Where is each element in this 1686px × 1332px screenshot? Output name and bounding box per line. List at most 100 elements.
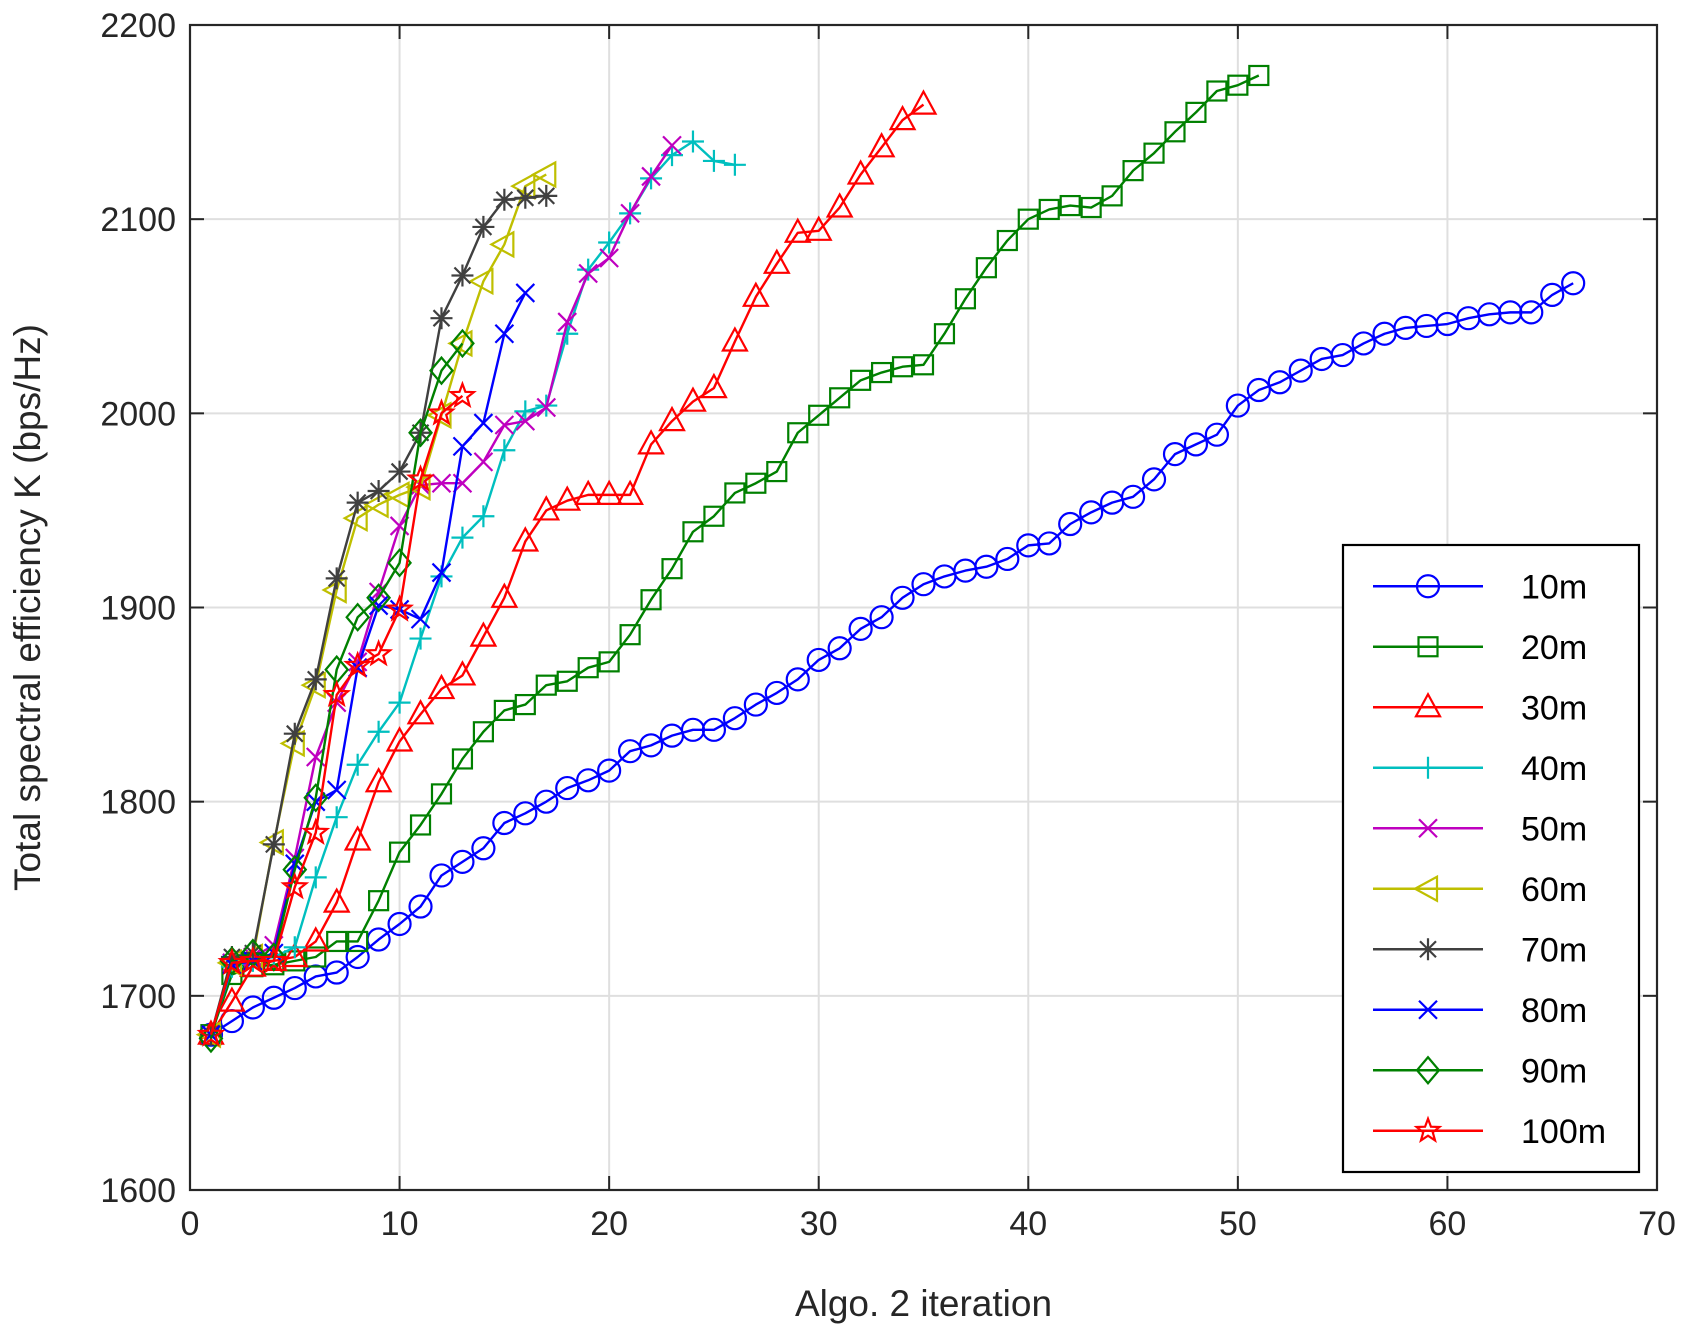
plus-marker [514, 400, 537, 423]
legend-item-60m: 60m [1373, 871, 1587, 909]
x-marker [431, 473, 452, 494]
asterisk-marker [262, 833, 285, 856]
x-marker [326, 780, 347, 800]
triangle-marker [783, 217, 812, 243]
circle-marker [890, 585, 915, 610]
legend-item-90m: 90m [1373, 1052, 1587, 1090]
star-marker [385, 594, 414, 622]
series-20m [200, 64, 1270, 1046]
x-marker [620, 203, 640, 224]
triangle-marker [846, 159, 875, 185]
triangle-marker [867, 132, 896, 158]
legend-item-80m: 80m [1373, 992, 1587, 1030]
plus-marker [325, 806, 348, 829]
plus-marker [304, 866, 327, 889]
square-marker [703, 505, 725, 527]
circle-marker [324, 960, 349, 985]
legend-item-40m: 40m [1373, 750, 1587, 788]
x-marker [1418, 818, 1438, 839]
star-marker [364, 638, 394, 667]
square-marker [766, 460, 788, 483]
legend-box [1341, 543, 1641, 1174]
square-marker [912, 354, 935, 376]
square-marker [1143, 142, 1165, 164]
square-marker [975, 257, 997, 279]
diamond-marker [366, 583, 392, 613]
circle-marker [1204, 422, 1230, 447]
square-marker [1101, 185, 1123, 207]
square-marker [388, 841, 411, 863]
square-marker [870, 361, 893, 384]
square-marker [430, 783, 453, 805]
circle-marker [1246, 377, 1271, 403]
x-tick-label: 30 [800, 1205, 838, 1243]
triangle-marker [679, 386, 707, 412]
circle-marker [1351, 331, 1376, 356]
plus-marker [723, 153, 746, 176]
asterisk-marker [472, 215, 495, 238]
triangle-left-marker [530, 160, 557, 189]
square-marker [1227, 74, 1249, 96]
y-tick-label: 1800 [100, 784, 176, 822]
triangle-left-marker [447, 329, 473, 358]
circle-marker [827, 636, 852, 661]
legend: 10m 20m 30m 40m 50m 60m 70m 80m 90m 100m [1341, 543, 1641, 1174]
triangle-marker [343, 825, 372, 851]
star-marker [301, 817, 331, 846]
triangle-marker [406, 698, 435, 725]
square-marker [326, 930, 348, 953]
square-marker [535, 674, 557, 696]
x-tick-label: 70 [1638, 1205, 1676, 1243]
square-marker [640, 589, 662, 611]
triangle-marker [741, 281, 770, 307]
x-marker [473, 413, 494, 433]
diamond-marker [429, 355, 454, 386]
diamond-marker [261, 942, 287, 972]
circle-marker [597, 758, 622, 783]
series-100m [196, 380, 477, 1047]
square-marker [1164, 121, 1186, 143]
y-tick-label: 1600 [100, 1172, 176, 1210]
square-marker [1080, 196, 1102, 219]
y-tick-label: 1900 [100, 590, 176, 628]
circle-marker [1183, 432, 1209, 457]
series-line-10m [210, 282, 1574, 1036]
plus-marker [681, 130, 704, 153]
x-marker [557, 312, 578, 332]
triangle-marker [721, 326, 749, 352]
square-marker [933, 323, 956, 345]
circle-marker [1330, 342, 1355, 368]
asterisk-marker [283, 722, 306, 745]
circle-marker [387, 911, 412, 937]
triangle-marker [888, 104, 917, 131]
diamond-marker [1415, 1055, 1441, 1085]
x-marker [599, 248, 619, 268]
x-marker [452, 436, 473, 457]
x-marker [641, 166, 661, 187]
plus-marker [346, 753, 369, 776]
triangle-left-marker [1412, 874, 1439, 903]
triangle-marker [301, 926, 330, 952]
circle-marker [408, 894, 433, 919]
asterisk-marker [346, 491, 369, 514]
asterisk-marker [535, 184, 558, 207]
triangle-marker [385, 726, 414, 752]
legend-item-10m: 10m [1373, 568, 1587, 606]
triangle-marker [427, 673, 456, 700]
triangle-marker [637, 429, 665, 455]
asterisk-marker [325, 567, 348, 590]
triangle-marker [553, 485, 582, 511]
triangle-left-marker [384, 481, 410, 509]
circle-marker [722, 706, 747, 731]
legend-item-50m: 50m [1373, 810, 1587, 848]
series-30m [197, 89, 938, 1045]
plus-marker [1417, 756, 1439, 779]
square-marker [493, 699, 515, 722]
triangle-marker [511, 526, 540, 552]
circle-marker [995, 546, 1020, 572]
asterisk-marker [493, 188, 516, 211]
triangle-left-marker [363, 490, 389, 519]
star-marker [217, 947, 247, 976]
x-tick-label: 10 [381, 1205, 419, 1243]
star-marker [448, 380, 477, 409]
